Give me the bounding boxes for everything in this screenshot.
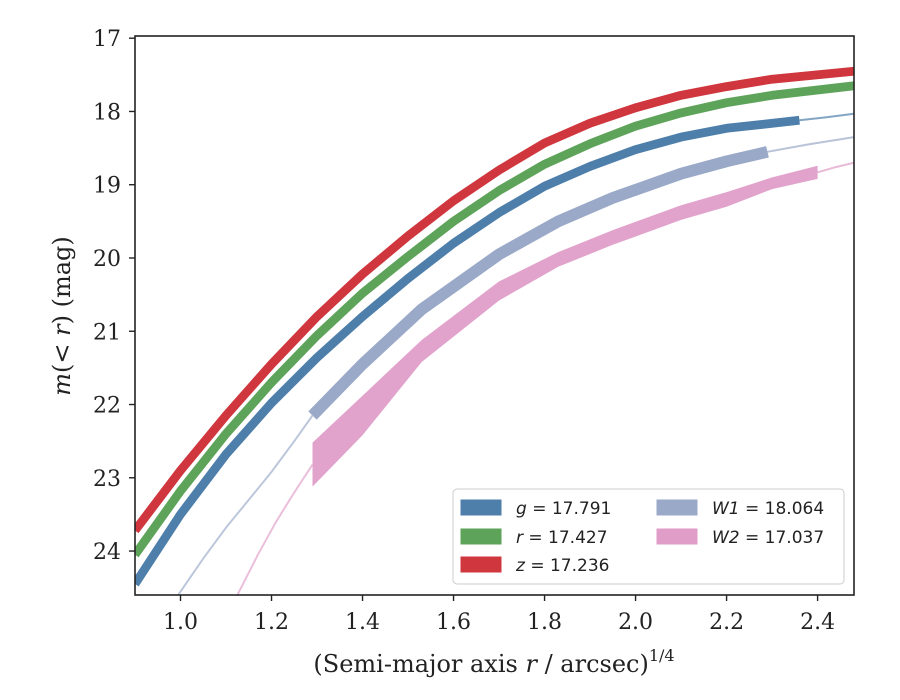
x-tick-label: 1.4 — [345, 610, 380, 635]
y-axis-label: m(< r) (mag) — [48, 236, 76, 396]
legend-item-w1: W1 = 18.064 — [656, 499, 824, 519]
y-tick-label: 23 — [93, 467, 121, 492]
legend-box — [452, 488, 845, 585]
legend-label-z: z = 17.236 — [515, 556, 609, 576]
series-r — [135, 81, 854, 558]
legend-swatch-z — [460, 556, 502, 573]
legend-label-r: r = 17.427 — [516, 528, 608, 548]
series-z — [135, 66, 854, 534]
plot-frame — [134, 35, 855, 596]
y-tick-label: 19 — [93, 174, 121, 199]
x-tick-label: 2.4 — [800, 610, 835, 635]
legend-item-z: z = 17.236 — [460, 556, 609, 576]
series-layer — [135, 66, 854, 595]
legend: g = 17.791 r = 17.427 z = 17.236 W1 = 18.06… — [452, 488, 845, 585]
series-z-line — [135, 66, 854, 534]
y-axis-ticks: 17 18 19 20 21 22 23 24 — [93, 27, 135, 565]
x-tick-label: 1.2 — [254, 610, 289, 635]
legend-swatch-w1 — [656, 499, 698, 516]
y-tick-label: 24 — [93, 540, 121, 565]
x-tick-label: 1.6 — [436, 610, 471, 635]
y-tick-label: 22 — [93, 394, 121, 419]
y-tick-label: 17 — [93, 27, 121, 52]
series-w2-extrapolation-tail — [817, 161, 854, 174]
y-tick-label: 18 — [93, 100, 121, 125]
series-g-line — [135, 115, 800, 587]
legend-swatch-g — [460, 499, 502, 516]
series-w1-extrapolation — [177, 414, 314, 595]
legend-label-g: g = 17.791 — [516, 499, 611, 519]
x-tick-label: 1.0 — [163, 610, 198, 635]
series-w1 — [177, 136, 854, 595]
x-tick-label: 2.0 — [618, 610, 653, 635]
legend-item-g: g = 17.791 — [460, 499, 611, 519]
legend-label-w1: W1 = 18.064 — [712, 499, 824, 519]
series-r-line — [135, 81, 854, 558]
x-axis-label: (Semi-major axis r / arcsec)1/4 — [313, 646, 674, 678]
x-tick-label: 1.8 — [527, 610, 562, 635]
legend-item-w2: W2 = 17.037 — [656, 528, 824, 548]
legend-swatch-r — [460, 528, 502, 545]
x-tick-label: 2.2 — [709, 610, 744, 635]
series-w1-line — [308, 146, 769, 420]
x-axis-ticks: 1.0 1.2 1.4 1.6 1.8 2.0 2.2 2.4 — [163, 595, 835, 635]
series-w2-extrapolation — [236, 464, 314, 595]
legend-label-w2: W2 = 17.037 — [712, 528, 824, 548]
y-tick-label: 20 — [93, 247, 121, 272]
series-w2 — [236, 161, 854, 595]
y-tick-label: 21 — [93, 320, 121, 345]
series-w1-extrapolation-tail — [767, 136, 854, 153]
series-g-extrapolation-tail — [799, 112, 854, 122]
series-g — [135, 112, 854, 587]
legend-item-r: r = 17.427 — [460, 528, 608, 548]
legend-swatch-w2 — [656, 528, 698, 545]
